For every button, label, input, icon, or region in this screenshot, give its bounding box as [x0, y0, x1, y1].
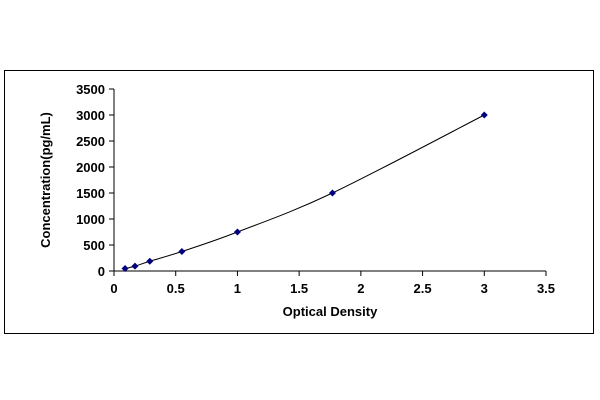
- data-point: [146, 257, 154, 265]
- y-tick-label: 3500: [76, 82, 105, 97]
- y-tick-label: 1500: [76, 186, 105, 201]
- x-tick-label: 0.5: [167, 281, 185, 296]
- y-tick-label: 500: [83, 238, 105, 253]
- y-axis-title: Concentration(pg/mL): [38, 112, 53, 248]
- data-point: [121, 265, 129, 273]
- x-tick-label: 3.5: [537, 281, 555, 296]
- y-tick-label: 3000: [76, 108, 105, 123]
- data-point: [178, 248, 186, 255]
- data-point: [131, 262, 139, 270]
- data-point: [233, 228, 241, 236]
- x-tick-label: 3: [481, 281, 488, 296]
- x-tick-label: 1: [234, 281, 241, 296]
- fit-curve: [124, 114, 485, 270]
- x-tick-label: 0: [110, 281, 117, 296]
- chart-frame: [4, 70, 594, 334]
- x-tick-label: 1.5: [290, 281, 308, 296]
- x-tick-label: 2: [357, 281, 364, 296]
- y-ticks: 0 500 1000 1500 2000 2500 3000 3500: [76, 82, 114, 279]
- data-point: [328, 189, 336, 197]
- data-markers: [121, 111, 488, 273]
- x-ticks: 0 0.5 1 1.5 2 2.5 3 3.5: [110, 271, 555, 296]
- x-tick-label: 2.5: [414, 281, 432, 296]
- y-tick-label: 2500: [76, 134, 105, 149]
- axes: [113, 89, 546, 272]
- data-point: [480, 111, 488, 119]
- x-axis-title: Optical Density: [283, 304, 378, 319]
- y-tick-label: 0: [98, 264, 105, 279]
- y-tick-label: 1000: [76, 212, 105, 227]
- y-tick-label: 2000: [76, 160, 105, 175]
